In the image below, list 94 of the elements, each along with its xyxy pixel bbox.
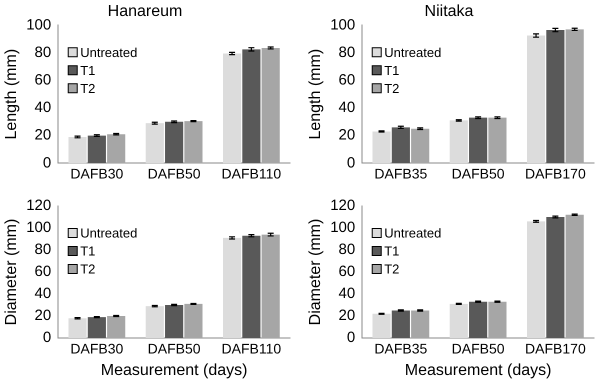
y-tick-label: 80 (34, 44, 52, 61)
bar (88, 136, 106, 164)
y-tick-label: 100 (26, 218, 52, 236)
legend-label: Untreated (80, 44, 138, 60)
x-tick-label: DAFB50 (148, 165, 201, 182)
bar (242, 235, 260, 338)
bar (566, 214, 584, 338)
y-tick-label: 20 (338, 306, 356, 324)
y-tick-label: 100 (330, 16, 356, 34)
legend-label: T1 (80, 243, 96, 258)
x-tick-label: DAFB35 (374, 165, 428, 182)
y-axis-title: Diameter (mm) (3, 218, 20, 325)
legend-label: T1 (384, 62, 400, 78)
bar (68, 136, 87, 164)
bar (546, 216, 564, 338)
y-tick-label: 0 (346, 328, 356, 346)
y-tick-label: 80 (338, 240, 356, 258)
y-tick-label: 20 (34, 306, 52, 324)
y-tick-label: 20 (338, 126, 356, 144)
y-tick-label: 40 (338, 284, 356, 302)
y-tick-label: 40 (34, 99, 52, 116)
bar (222, 237, 242, 338)
bar (392, 127, 410, 164)
legend-label: T2 (384, 261, 400, 276)
legend-label: T2 (80, 261, 96, 276)
bar (262, 48, 280, 164)
bar (488, 301, 507, 338)
legend-label: Untreated (384, 44, 442, 60)
x-tick-label: DAFB170 (525, 340, 586, 356)
y-tick-label: 0 (346, 154, 356, 172)
x-tick-label: DAFB50 (452, 340, 505, 356)
bar (450, 120, 468, 164)
y-tick-label: 0 (42, 154, 52, 172)
legend-label: T1 (384, 243, 400, 258)
bar (146, 123, 164, 164)
y-axis-title: Diameter (mm) (307, 218, 324, 325)
bar (262, 234, 280, 338)
x-tick-label: DAFB35 (374, 340, 428, 356)
y-tick-label: 20 (34, 126, 52, 144)
legend-label: T1 (80, 62, 96, 78)
y-tick-label: 80 (338, 44, 356, 61)
y-tick-label: 120 (26, 196, 52, 214)
x-tick-label: DAFB110 (222, 340, 282, 356)
x-tick-label: DAFB110 (222, 165, 282, 182)
x-tick-label: DAFB50 (452, 165, 505, 182)
y-tick-label: 40 (338, 99, 356, 116)
legend-label: T2 (384, 80, 400, 96)
x-tick-label: DAFB50 (148, 340, 201, 356)
bar (165, 122, 184, 164)
bar (222, 53, 242, 164)
x-tick-label: DAFB170 (525, 165, 586, 182)
y-tick-label: 100 (26, 16, 52, 34)
bar (469, 118, 488, 164)
y-tick-label: 0 (42, 328, 52, 346)
legend-label: T2 (80, 80, 96, 96)
y-tick-label: 60 (338, 72, 356, 89)
y-tick-label: 60 (338, 262, 356, 280)
bar (392, 310, 410, 338)
bar (88, 316, 106, 338)
legend-label: Untreated (384, 225, 442, 240)
x-tick-label: DAFB30 (70, 165, 124, 182)
bar (165, 304, 184, 338)
bar (107, 134, 126, 164)
bar (526, 36, 546, 164)
legend-label: Untreated (80, 225, 138, 240)
bar (488, 118, 507, 164)
x-axis-title: Measurement (days) (100, 361, 248, 378)
bar (372, 313, 391, 338)
y-axis-title: Length (mm) (307, 48, 324, 140)
bar (411, 310, 430, 338)
bar (107, 316, 126, 338)
chart-title: Niitaka (424, 3, 474, 20)
y-tick-label: 120 (330, 196, 356, 214)
bar (242, 49, 260, 164)
x-tick-label: DAFB30 (70, 340, 124, 356)
x-axis-title: Measurement (days) (404, 361, 552, 378)
y-tick-label: 60 (34, 72, 52, 89)
bar (469, 301, 488, 338)
y-tick-label: 80 (34, 240, 52, 258)
bar (184, 303, 203, 338)
bar (68, 318, 87, 338)
y-tick-label: 100 (330, 218, 356, 236)
bar (546, 30, 564, 164)
y-axis-title: Length (mm) (3, 48, 20, 140)
y-tick-label: 40 (34, 284, 52, 302)
bar (184, 121, 203, 164)
bar (372, 131, 391, 164)
y-tick-label: 60 (34, 262, 52, 280)
bar (566, 29, 584, 164)
chart-title: Hanareum (108, 3, 182, 20)
bar (526, 220, 546, 338)
bar (411, 128, 430, 164)
bar (146, 306, 164, 338)
bar (450, 303, 468, 338)
